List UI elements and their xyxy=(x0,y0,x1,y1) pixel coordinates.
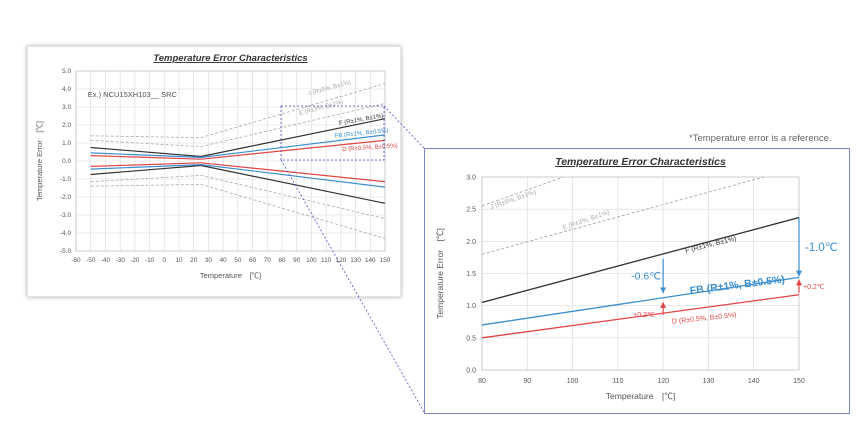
delta-label: +0.2℃ xyxy=(633,312,655,319)
x-axis-label: Temperature [℃] xyxy=(200,271,261,280)
x-tick-label: 30 xyxy=(205,257,213,264)
x-tick-label: 130 xyxy=(703,378,715,385)
y-tick-label: 2.0 xyxy=(466,239,476,246)
series-label: D (R±0.5%, B±0.5%) xyxy=(672,312,737,326)
series-label: E (R±3%, B±1%) xyxy=(562,209,611,232)
x-tick-label: 150 xyxy=(793,378,805,385)
x-tick-label: 90 xyxy=(293,257,301,264)
y-tick-label: -5.0 xyxy=(60,248,71,255)
series-line-lower xyxy=(90,183,386,239)
x-tick-label: 150 xyxy=(380,257,391,264)
right-zoom-chart: 80 90 100 110 120 130 140 150 0.0 0.5 1.0 1.5 2.0 2.5… xyxy=(435,156,838,401)
delta-label: -0.6℃ xyxy=(631,270,661,282)
x-tick-label: 100 xyxy=(567,378,579,385)
y-tick-label: 1.5 xyxy=(466,271,476,278)
series-line xyxy=(482,276,799,326)
reference-note: *Temperature error is a reference. xyxy=(689,133,832,144)
x-tick-label: 50 xyxy=(234,257,242,264)
series-label: J (R±5%, B±1%) xyxy=(307,80,351,97)
y-tick-label: 0.0 xyxy=(466,367,476,374)
delta-label: +0.2℃ xyxy=(803,284,825,291)
x-tick-label: 0 xyxy=(163,257,167,264)
x-tick-label: -10 xyxy=(145,257,155,264)
x-tick-label: 120 xyxy=(657,378,669,385)
right-zoom-chart-panel: 80 90 100 110 120 130 140 150 0.0 0.5 1.0 1.5 2.0 2.5… xyxy=(424,148,850,414)
x-tick-label: 60 xyxy=(249,257,257,264)
left-chart-panel: -60 -50 -40 -30 -20 -10 0 10 20 30 40 50 60 70 80 90 100… xyxy=(27,46,401,297)
y-axis-label: Temperature Error [℃] xyxy=(435,228,445,319)
x-tick-label: 140 xyxy=(365,257,376,264)
x-tick-label: -60 xyxy=(71,257,81,264)
x-tick-label: 130 xyxy=(350,257,361,264)
chart-title: Temperature Error Characteristics xyxy=(555,156,726,168)
y-tick-label: -2.0 xyxy=(60,194,71,201)
y-tick-label: 0.5 xyxy=(466,335,476,342)
x-tick-label: 90 xyxy=(523,378,531,385)
y-tick-label: -3.0 xyxy=(60,212,71,219)
x-tick-label: 100 xyxy=(306,257,317,264)
example-annotation: Ex.) NCU15XH103__ SRC xyxy=(88,90,178,99)
left-chart: -60 -50 -40 -30 -20 -10 0 10 20 30 40 50 60 70 80 90 100… xyxy=(35,53,398,280)
x-tick-label: -30 xyxy=(116,257,126,264)
y-tick-label: 1.0 xyxy=(466,303,476,310)
x-tick-label: 80 xyxy=(278,257,286,264)
y-tick-label: 1.0 xyxy=(62,140,71,147)
x-tick-label: 110 xyxy=(612,378,623,385)
x-tick-label: 80 xyxy=(478,378,486,385)
x-tick-label: -50 xyxy=(86,257,96,264)
series-label: J (R±5%, B±1%) xyxy=(489,189,537,211)
series-line-upper xyxy=(90,83,386,139)
x-tick-label: 10 xyxy=(175,257,183,264)
y-tick-label: 5.0 xyxy=(62,68,71,75)
y-tick-label: 4.0 xyxy=(62,86,71,93)
x-tick-label: 140 xyxy=(748,378,760,385)
series-line xyxy=(482,216,799,304)
x-tick-label: 70 xyxy=(264,257,272,264)
y-tick-label: 0.0 xyxy=(62,158,71,165)
y-tick-label: 3.0 xyxy=(466,174,476,181)
y-tick-label: 2.0 xyxy=(62,122,71,129)
series-line xyxy=(482,294,799,339)
y-axis-label: Temperature Error [℃] xyxy=(35,121,44,201)
x-tick-label: 20 xyxy=(190,257,198,264)
x-tick-label: 40 xyxy=(220,257,228,264)
x-axis-label: Temperature [℃] xyxy=(606,391,675,401)
x-tick-label: -20 xyxy=(130,257,140,264)
series-line xyxy=(482,177,565,207)
y-tick-label: -1.0 xyxy=(60,176,71,183)
x-tick-label: 110 xyxy=(321,257,332,264)
delta-label: -1.0℃ xyxy=(805,242,838,254)
chart-title: Temperature Error Characteristics xyxy=(153,53,307,64)
series-label: F (R±1%, B±1%) xyxy=(685,235,738,254)
fb-series-label: FB (R±1%, B±0.5%) xyxy=(689,274,785,298)
y-tick-label: 3.0 xyxy=(62,104,71,111)
y-tick-label: -4.0 xyxy=(60,230,71,237)
x-tick-label: -40 xyxy=(101,257,111,264)
x-tick-label: 120 xyxy=(336,257,347,264)
y-tick-label: 2.5 xyxy=(466,207,476,214)
